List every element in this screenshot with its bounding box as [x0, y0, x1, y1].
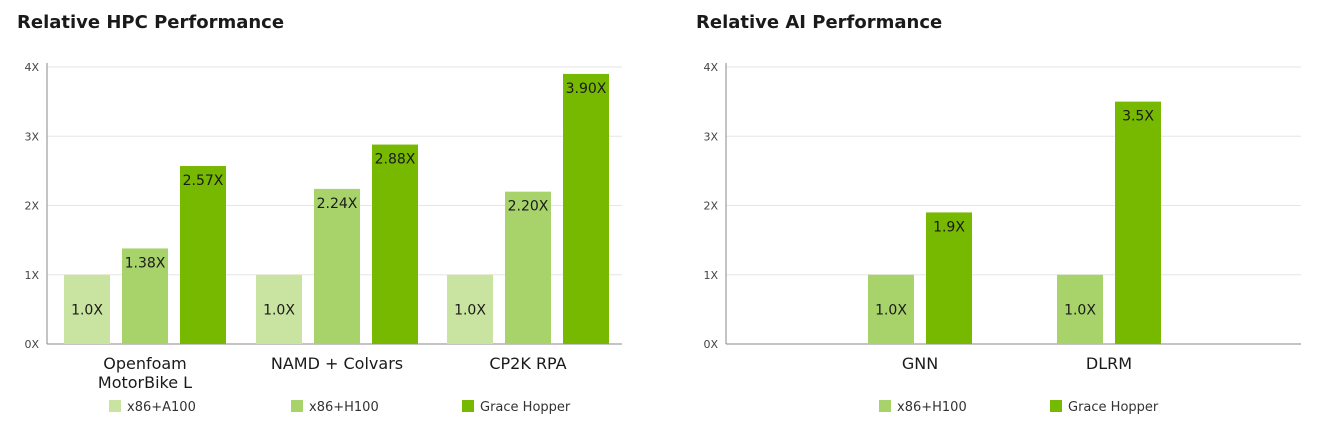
data-label: 3.90X [566, 81, 607, 97]
bar [505, 191, 551, 344]
bar [447, 274, 493, 344]
legend-swatch [879, 400, 891, 412]
legend-label: Grace Hopper [1068, 400, 1159, 415]
y-tick-label: 1X [703, 269, 718, 282]
bar [256, 274, 302, 344]
x-tick-label: NAMD + Colvars [271, 354, 403, 373]
y-tick-label: 0X [24, 338, 39, 351]
ai-bar-chart: 0X 1X 2X 3X 4X 1.0X 1.9X GNN 1.0X 3.5X DLRM x86+H10… [703, 61, 1301, 415]
legend-label: x86+A100 [127, 400, 196, 415]
bar [563, 73, 609, 345]
legend-label: x86+H100 [309, 400, 379, 415]
bar [1057, 274, 1103, 344]
bar [314, 188, 360, 344]
legend-swatch [1050, 400, 1062, 412]
bar [1115, 101, 1161, 344]
data-label: 2.88X [375, 152, 416, 168]
bar [926, 212, 972, 344]
data-label: 1.0X [71, 302, 103, 318]
x-tick-label: Openfoam [103, 354, 187, 373]
legend-swatch [462, 400, 474, 412]
legend-swatch [291, 400, 303, 412]
chart-title: Relative AI Performance [696, 12, 943, 33]
bar [372, 144, 418, 344]
hpc-chart-panel: Relative HPC Performance 0X 1X 2X 3X 4X 1.0X 1… [17, 0, 637, 430]
bar [868, 274, 914, 344]
data-label: 1.38X [125, 255, 166, 271]
y-tick-label: 1X [24, 269, 39, 282]
y-tick-label: 4X [703, 61, 718, 74]
ai-chart-panel: Relative AI Performance 0X 1X 2X 3X 4X 1.0X 1.… [696, 0, 1316, 430]
data-label: 1.9X [933, 219, 965, 235]
bar [122, 248, 168, 344]
data-label: 2.57X [183, 173, 224, 189]
data-label: 1.0X [875, 302, 907, 318]
data-label: 1.0X [263, 302, 295, 318]
y-tick-label: 4X [24, 61, 39, 74]
y-tick-label: 3X [703, 130, 718, 143]
y-tick-label: 0X [703, 338, 718, 351]
x-tick-label: DLRM [1086, 354, 1132, 373]
y-tick-label: 3X [24, 130, 39, 143]
y-tick-label: 2X [703, 200, 718, 213]
x-tick-label: MotorBike L [98, 373, 192, 392]
legend-label: x86+H100 [897, 400, 967, 415]
bar [64, 274, 110, 344]
data-label: 1.0X [1064, 302, 1096, 318]
data-label: 2.24X [317, 196, 358, 212]
legend-swatch [109, 400, 121, 412]
x-tick-label: GNN [902, 354, 938, 373]
bar [180, 166, 226, 344]
data-label: 1.0X [454, 302, 486, 318]
hpc-bar-chart: 0X 1X 2X 3X 4X 1.0X 1.38X 2.57X OpenfoamMotorBik… [24, 61, 622, 415]
data-label: 3.5X [1122, 109, 1154, 125]
x-tick-label: CP2K RPA [489, 354, 566, 373]
chart-title: Relative HPC Performance [17, 12, 285, 33]
data-label: 2.20X [508, 199, 549, 215]
legend-label: Grace Hopper [480, 400, 571, 415]
y-tick-label: 2X [24, 200, 39, 213]
